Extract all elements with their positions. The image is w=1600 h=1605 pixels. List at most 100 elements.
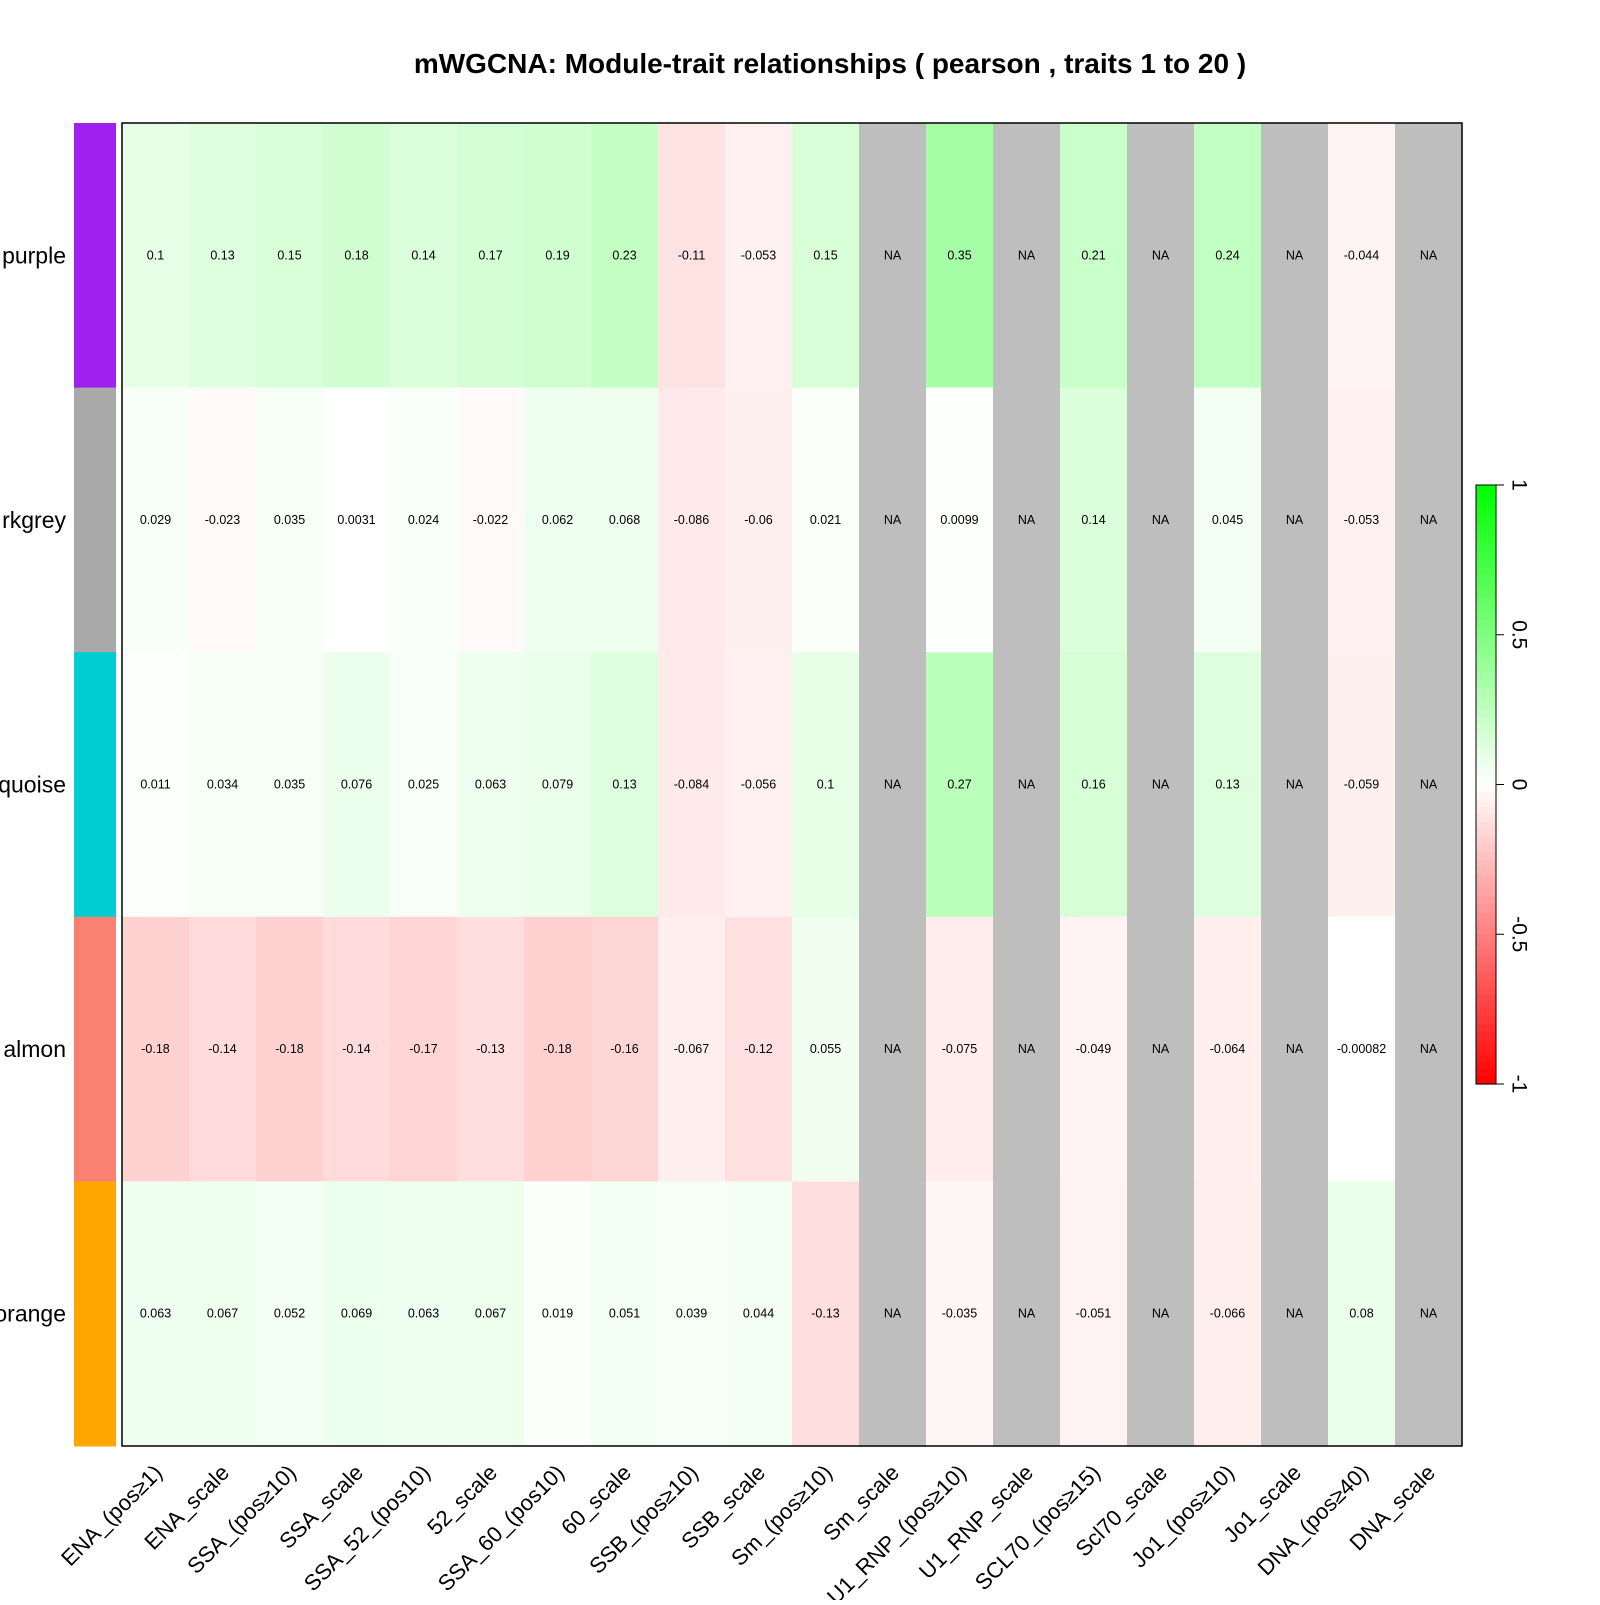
- heatmap-cell: [1261, 1181, 1329, 1447]
- cell-value-label: 0.35: [947, 248, 971, 262]
- legend-color-step: [1476, 514, 1496, 524]
- heatmap-cell: [390, 387, 458, 653]
- heatmap-cell: [792, 387, 860, 653]
- cell-value-label: NA: [1018, 248, 1036, 262]
- legend-color-step: [1476, 806, 1496, 816]
- cell-value-label: 0.035: [274, 778, 305, 792]
- legend-color-step: [1476, 702, 1496, 711]
- legend-color-step: [1476, 499, 1496, 509]
- cell-value-label: -0.049: [1076, 1042, 1111, 1056]
- cell-value-label: NA: [1018, 513, 1036, 527]
- legend-color-step: [1476, 694, 1496, 703]
- heatmap-cell: [1261, 652, 1329, 918]
- cell-value-label: 0.16: [1081, 778, 1105, 792]
- heatmap-cell: [524, 916, 592, 1182]
- legend-color-step: [1476, 1061, 1496, 1070]
- heatmap-cell: [926, 652, 994, 918]
- legend-color-step: [1476, 724, 1496, 733]
- heatmap-cell: [725, 123, 793, 389]
- legend-color-step: [1476, 649, 1496, 658]
- heatmap-cell: [457, 916, 525, 1182]
- cell-value-label: NA: [1286, 248, 1304, 262]
- legend-color-step: [1476, 574, 1496, 583]
- cell-value-label: -0.044: [1344, 248, 1379, 262]
- heatmap-cell: [1328, 387, 1396, 653]
- heatmap-cell: [658, 916, 726, 1182]
- column-labels: ENA_(pos≥1)ENA_scaleSSA_(pos≥10)SSA_scal…: [56, 1460, 1440, 1605]
- legend-color-step: [1476, 979, 1496, 988]
- cell-value-label: 0.13: [210, 248, 234, 262]
- heatmap-cell: [256, 123, 324, 389]
- heatmap-cell: [122, 652, 190, 918]
- legend-color-step: [1476, 844, 1496, 853]
- legend-color-step: [1476, 1039, 1496, 1048]
- legend-color-step: [1476, 896, 1496, 905]
- heatmap-cell: [1194, 916, 1262, 1182]
- cell-value-label: -0.18: [141, 1042, 170, 1056]
- legend-color-step: [1476, 485, 1496, 494]
- legend-color-step: [1476, 769, 1496, 778]
- cell-value-label: -0.064: [1210, 1042, 1245, 1056]
- legend-color-step: [1476, 934, 1496, 943]
- heatmap-cell: [323, 1181, 391, 1447]
- heatmap-cell: [859, 916, 927, 1182]
- heatmap-cell: [1127, 1181, 1195, 1447]
- legend-color-step: [1476, 874, 1496, 883]
- cell-value-label: NA: [884, 248, 902, 262]
- heatmap-cell: [1127, 123, 1195, 389]
- cell-value-label: 0.021: [810, 513, 841, 527]
- row-label: almon: [3, 1036, 66, 1062]
- cell-value-label: 0.13: [612, 778, 636, 792]
- heatmap-cell: [859, 1181, 927, 1447]
- legend-color-step: [1476, 986, 1496, 995]
- heatmap-cell: [1060, 916, 1128, 1182]
- cell-value-label: 0.024: [408, 513, 439, 527]
- cell-value-label: 0.019: [542, 1307, 573, 1321]
- heatmap-cell: [725, 916, 793, 1182]
- cell-value-label: 0.034: [207, 778, 238, 792]
- cell-value-label: -0.14: [208, 1042, 237, 1056]
- legend-color-step: [1476, 851, 1496, 860]
- cell-value-label: -0.18: [275, 1042, 304, 1056]
- heatmap-cell: [256, 652, 324, 918]
- legend-color-step: [1476, 604, 1496, 613]
- heatmap-cell: [189, 1181, 257, 1447]
- cell-value-label: 0.13: [1215, 778, 1239, 792]
- heatmap-cell: [993, 652, 1061, 918]
- cell-value-label: NA: [1420, 1042, 1438, 1056]
- cell-value-label: -0.023: [205, 513, 240, 527]
- cell-value-label: 0.067: [475, 1307, 506, 1321]
- cell-value-label: NA: [884, 513, 902, 527]
- heatmap-cell: [1060, 123, 1128, 389]
- heatmap-cell: [1261, 916, 1329, 1182]
- legend-color-step: [1476, 627, 1496, 636]
- legend-color-step: [1476, 672, 1496, 681]
- heatmap-cell: [1328, 123, 1396, 389]
- heatmap-cell: [792, 916, 860, 1182]
- legend-color-step: [1476, 642, 1496, 651]
- legend-color-step: [1476, 926, 1496, 935]
- cell-value-label: NA: [1286, 778, 1304, 792]
- legend-tick-label: 1: [1507, 479, 1530, 491]
- heatmap-cell: [122, 916, 190, 1182]
- heatmap-cell: [122, 123, 190, 389]
- cell-value-label: NA: [1152, 1042, 1170, 1056]
- cell-value-label: 0.062: [542, 513, 573, 527]
- cell-value-label: 0.079: [542, 778, 573, 792]
- legend-color-step: [1476, 994, 1496, 1003]
- legend-color-step: [1476, 971, 1496, 980]
- cell-value-label: 0.051: [609, 1307, 640, 1321]
- heatmap-cell: [256, 916, 324, 1182]
- legend-color-step: [1476, 881, 1496, 890]
- column-label: U1_RNP_scale: [914, 1460, 1038, 1584]
- heatmap-cell: [859, 652, 927, 918]
- heatmap-cell: [524, 123, 592, 389]
- heatmap-cell: [1060, 652, 1128, 918]
- legend-color-step: [1476, 619, 1496, 628]
- legend-tick-label: -1: [1507, 1075, 1530, 1094]
- heatmap-cell: [993, 916, 1061, 1182]
- module-color-swatch: [74, 652, 116, 918]
- cell-value-label: -0.13: [476, 1042, 505, 1056]
- cell-value-label: 0.025: [408, 778, 439, 792]
